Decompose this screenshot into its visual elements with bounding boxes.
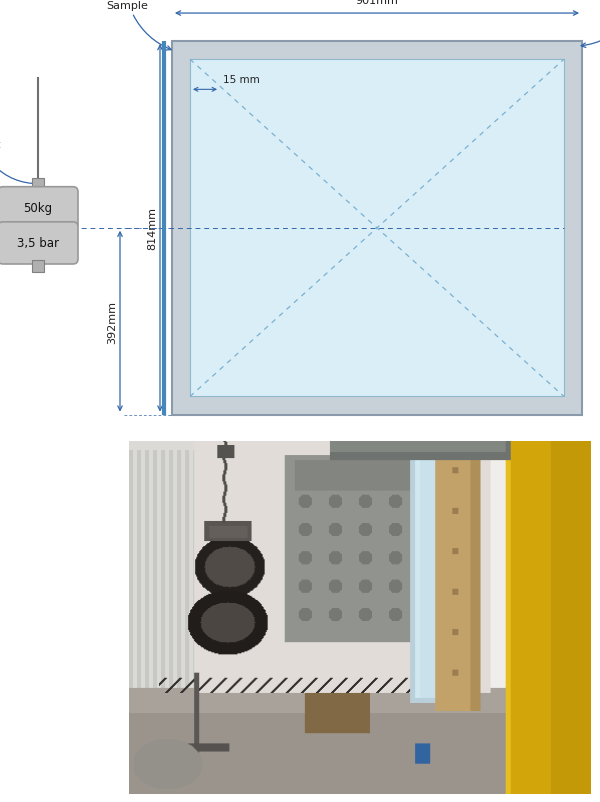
- Text: 392mm: 392mm: [107, 300, 117, 343]
- Text: Test
Sample: Test Sample: [106, 0, 171, 51]
- Text: Impact
body: Impact body: [0, 140, 39, 187]
- Text: 15 mm: 15 mm: [223, 75, 260, 85]
- Bar: [32, 261, 44, 273]
- Bar: [172, 42, 582, 415]
- Text: Frame: Frame: [581, 7, 600, 48]
- Bar: [190, 60, 564, 397]
- FancyBboxPatch shape: [0, 222, 78, 265]
- Text: 814mm: 814mm: [147, 207, 157, 250]
- FancyBboxPatch shape: [0, 188, 78, 229]
- Text: 50kg: 50kg: [23, 202, 53, 215]
- Text: 901mm: 901mm: [356, 0, 398, 6]
- Text: 3,5 bar: 3,5 bar: [17, 237, 59, 250]
- Bar: [32, 179, 44, 190]
